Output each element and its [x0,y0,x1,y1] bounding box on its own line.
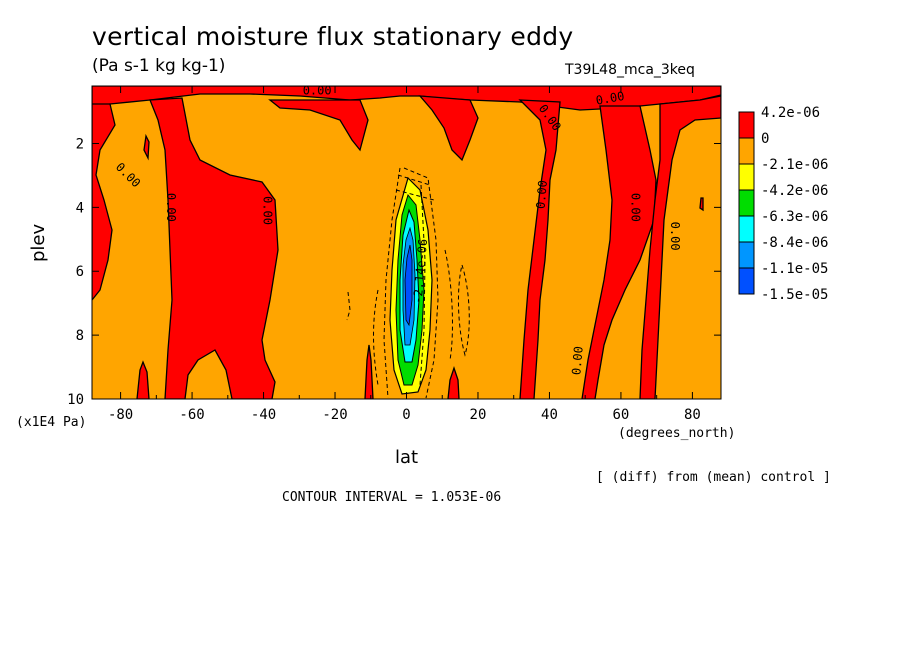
blue-region [404,244,413,327]
contour-interval: CONTOUR INTERVAL = 1.053E-06 [282,490,502,505]
colorbar-label-4: -6.3e-06 [761,209,828,225]
contour-label-1: 0.00 [164,193,178,222]
red-region-small-1 [136,360,150,399]
colorbar-swatch-2 [738,163,755,191]
red-region-south-midlat [149,97,279,399]
x-tick-label-7: 60 [613,407,630,423]
x-tick-label-5: 20 [470,407,487,423]
colorbar-swatch-5 [738,241,755,269]
contour-labels: 0.000.00 0.000.000.000.000.000.000.000.00… [113,83,682,375]
colorbar-swatch-0 [738,111,755,139]
y-tick-label-3: 8 [76,328,84,344]
y-axis-label: plev [28,223,49,262]
red-region-small-4 [143,133,150,161]
colorbar-swatch-3 [738,189,755,217]
colorbar-label-5: -8.4e-06 [761,235,828,251]
x-tick-label-2: -40 [251,407,276,423]
x-axis: -80 -60 -40 -20 0 20 40 60 80 [108,86,701,423]
contour-label-9: 0.00 [569,346,585,376]
y-axis-unit: (x1E4 Pa) [16,415,87,430]
red-region-north-polar [639,95,721,399]
x-tick-label-4: 0 [402,407,410,423]
x-tick-label-6: 40 [541,407,558,423]
x-tick-label-0: -80 [108,407,133,423]
y-tick-label-2: 6 [76,264,84,280]
red-region-south-pole [92,103,116,302]
red-region-south-subtropics [268,99,369,152]
chart-title: vertical moisture flux stationary eddy [92,22,574,51]
contour-label-3: 0.00 [303,83,332,97]
colorbar-label-0: 4.2e-06 [761,105,820,121]
colorbar-swatch-6 [738,267,755,295]
x-axis-unit: (degrees_north) [618,426,736,441]
run-name: T39L48_mca_3keq [565,62,695,78]
contour-label-6: 0.00 [595,89,626,108]
colorbar-label-7: -1.5e-05 [761,287,828,303]
x-tick-label-8: 80 [684,407,701,423]
x-axis-label: lat [395,447,419,468]
y-tick-label-4: 10 [67,392,84,408]
contour-label-7: 0.00 [629,193,643,222]
y-tick-label-1: 4 [76,200,84,216]
red-region-small-2 [364,344,374,399]
red-region-north-midlat [581,105,657,399]
negative-contours [346,167,470,399]
contour-label-2: 0.00 [261,196,275,225]
x-tick-label-1: -60 [179,407,204,423]
red-region-north-tropics [518,99,561,399]
y-tick-label-0: 2 [76,136,84,152]
red-region-small-5 [699,197,704,212]
colorbar-label-2: -2.1e-06 [761,157,828,173]
colorbar-swatch-4 [738,215,755,243]
colorbar-label-3: -4.2e-06 [761,183,828,199]
y-axis: 2 4 6 8 10 [67,136,721,408]
contour-label-8: 0.00 [668,222,682,251]
chart-units: (Pa s-1 kg kg-1) [92,56,226,76]
red-region-small-3 [447,365,460,399]
diff-note: [ (diff) from (mean) control ] [596,470,831,485]
red-region-equator-upper [418,95,479,162]
contour-label-5: 0.00 [534,180,550,210]
colorbar-label-6: -1.1e-05 [761,261,828,277]
colorbar: 4.2e-06 0 -2.1e-06 -4.2e-06 -6.3e-06 -8.4e-06… [738,105,828,303]
x-tick-label-3: -20 [322,407,347,423]
colorbar-swatch-1 [738,137,755,165]
contour-label-10: -2.14e-06 [410,238,430,304]
colorbar-label-1: 0 [761,131,769,147]
